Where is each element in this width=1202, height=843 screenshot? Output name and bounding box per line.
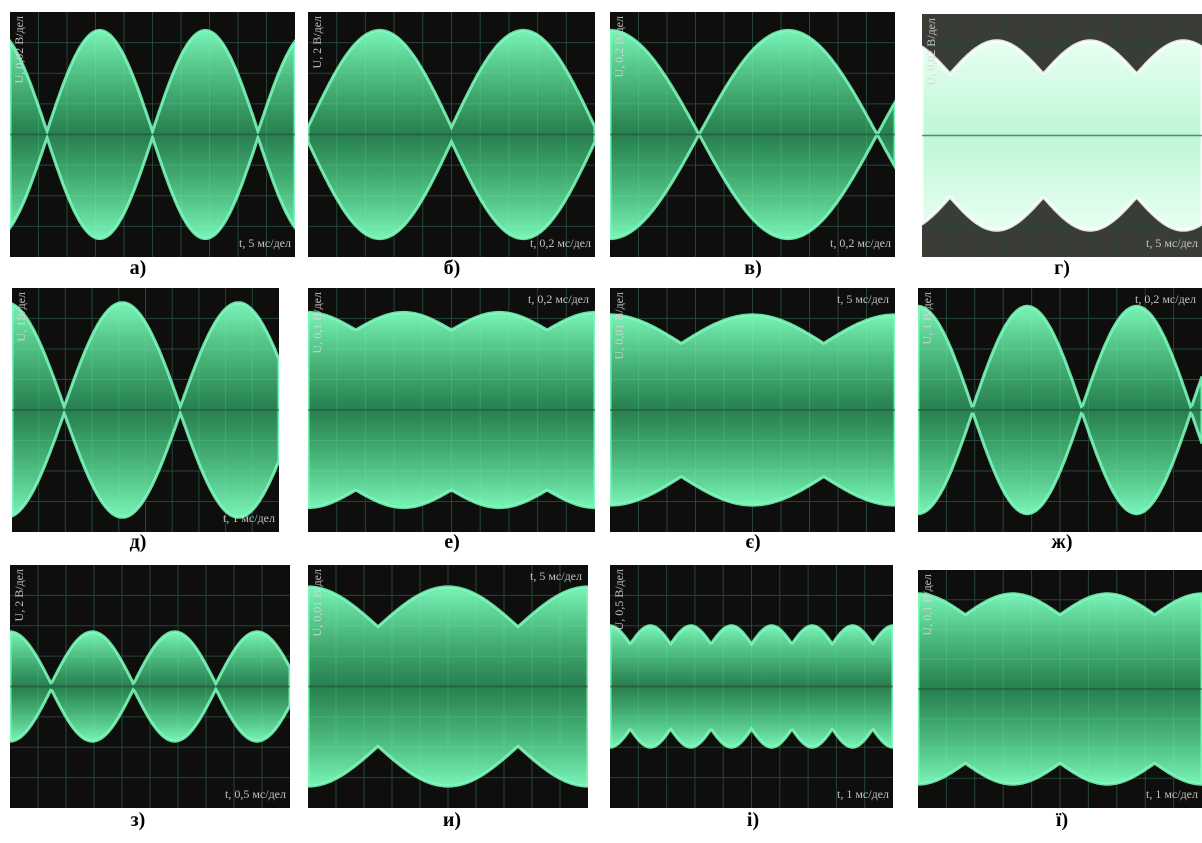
signal-envelope-edge [918, 592, 1202, 786]
oscillogram-panel: U, 1В/дел t, 1 мс/дел [12, 288, 279, 532]
oscillogram-trace [918, 288, 1202, 532]
time-scale-label: t, 1 мс/дел [1145, 787, 1198, 801]
time-scale-label: t, 0,5 мс/дел [224, 787, 286, 801]
time-scale-label: t, 0,2 мс/дел [527, 292, 589, 306]
voltage-scale-label: U, 0,02 В/дел [12, 16, 26, 84]
time-scale-label: t, 0,2 мс/дел [1134, 292, 1196, 306]
voltage-scale-label: U, 0,01 В/дел [612, 292, 626, 360]
voltage-scale-label: U, 0,02 В/дел [924, 18, 938, 86]
oscillogram-trace [308, 565, 588, 808]
time-scale-label: t, 0,2 мс/дел [529, 236, 591, 250]
voltage-scale-label: U, 1В/дел [14, 292, 28, 342]
oscillogram-trace [10, 12, 295, 257]
oscillogram-trace [610, 12, 895, 257]
voltage-scale-label: U, 2 В/дел [12, 569, 26, 622]
signal-envelope-edge [922, 39, 1202, 232]
oscillogram-panel: U, 1 В/дел t, 0,2 мс/дел [918, 288, 1202, 532]
time-scale-label: t, 5 мс/дел [529, 569, 582, 583]
oscillogram-panel: U, 0,5 В/дел t, 1 мс/дел [610, 565, 893, 808]
time-scale-label: t, 5 мс/дел [1145, 236, 1198, 250]
oscillogram-panel: U, 0,02 В/дел t, 5 мс/дел [922, 14, 1202, 257]
signal-envelope-edge [610, 313, 895, 507]
panel-caption: е) [444, 531, 460, 553]
signal-envelope-edge [10, 28, 295, 241]
voltage-scale-label: U, 0,01 В/дел [310, 569, 324, 637]
time-scale-label: t, 1 мс/дел [836, 787, 889, 801]
oscillogram-trace [610, 565, 893, 808]
oscillogram-panel: U, 0,01 В/дел t, 5 мс/дел [308, 565, 588, 808]
time-scale-label: t, 1 мс/дел [222, 511, 275, 525]
panel-caption: г) [1054, 257, 1070, 279]
oscillogram-trace [308, 12, 595, 257]
panel-caption: б) [443, 257, 461, 279]
voltage-scale-label: U, 0,1 В/дел [310, 292, 324, 354]
oscillogram-trace [308, 288, 595, 532]
oscillogram-panel: U, 2 В/дел t, 0,5 мс/дел [10, 565, 290, 808]
panel-caption: а) [129, 257, 147, 279]
panel-caption: і) [746, 809, 760, 831]
oscillogram-trace [12, 288, 279, 532]
signal-envelope-edge [12, 301, 279, 519]
panel-caption: д) [129, 531, 147, 553]
voltage-scale-label: U, 0,2 В/дел [612, 16, 626, 78]
panel-caption: ж) [1051, 531, 1073, 553]
oscillogram-panel: U, 0,1 В/дел t, 0,2 мс/дел [308, 288, 595, 532]
panel-caption: ї) [1055, 809, 1069, 831]
panel-caption: в) [744, 257, 762, 279]
time-scale-label: t, 5 мс/дел [836, 292, 889, 306]
signal-envelope-edge [918, 304, 1202, 516]
signal-envelope-edge [610, 624, 893, 749]
signal-envelope-edge [308, 28, 595, 241]
oscillogram-trace [610, 288, 895, 532]
panel-caption: и) [442, 809, 462, 831]
signal-envelope-edge [10, 630, 290, 743]
voltage-scale-label: U, 1 В/дел [920, 292, 934, 345]
panel-caption: є) [745, 531, 761, 553]
oscillogram-trace [918, 570, 1202, 808]
signal-envelope-edge [308, 310, 595, 510]
oscillogram-panel: U, 0,1 В/дел t, 1 мс/дел [918, 570, 1202, 808]
panel-caption: з) [130, 809, 146, 831]
time-scale-label: t, 5 мс/дел [238, 236, 291, 250]
oscillogram-trace [922, 14, 1202, 257]
signal-envelope-edge [610, 28, 895, 241]
oscillogram-trace [10, 565, 290, 808]
oscillogram-panel: U, 2 В/дел t, 0,2 мс/дел [308, 12, 595, 257]
voltage-scale-label: U, 0,1 В/дел [920, 574, 934, 636]
time-scale-label: t, 0,2 мс/дел [829, 236, 891, 250]
oscillogram-panel: U, 0,01 В/дел t, 5 мс/дел [610, 288, 895, 532]
voltage-scale-label: U, 2 В/дел [310, 16, 324, 69]
voltage-scale-label: U, 0,5 В/дел [612, 569, 626, 631]
oscillogram-panel: U, 0,2 В/дел t, 0,2 мс/дел [610, 12, 895, 257]
signal-envelope-edge [308, 585, 588, 788]
oscillogram-panel: U, 0,02 В/дел t, 5 мс/дел [10, 12, 295, 257]
